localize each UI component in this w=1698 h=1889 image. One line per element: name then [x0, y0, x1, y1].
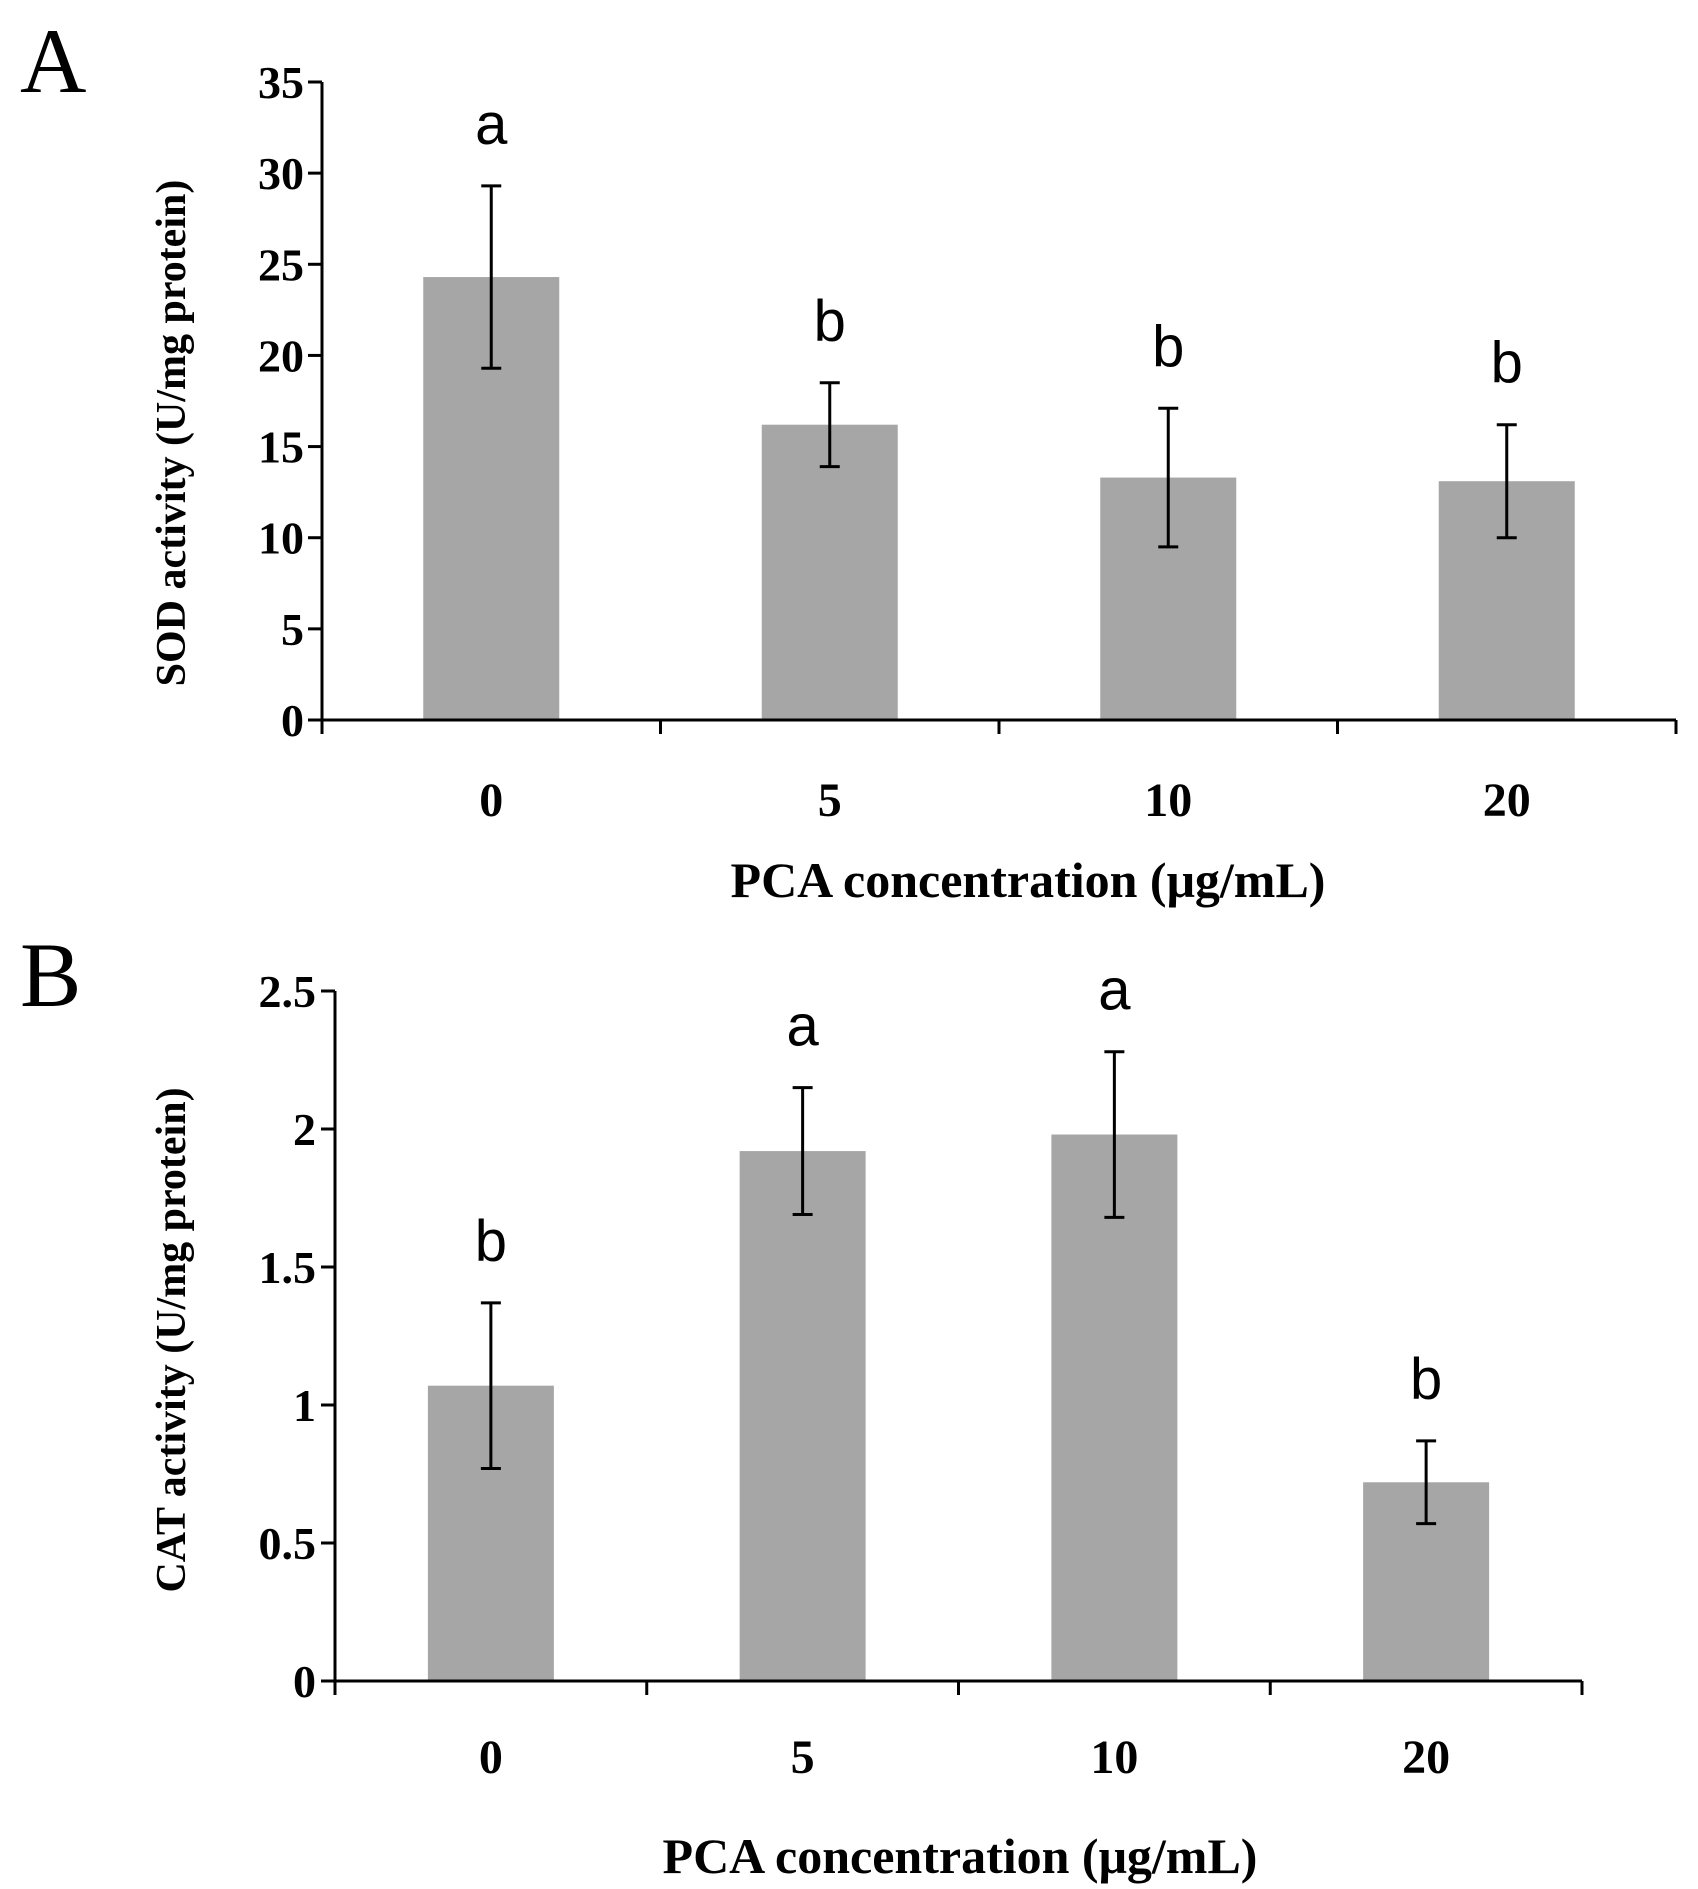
- bar-b-10: [1051, 1134, 1178, 1681]
- panel-label-b: B: [20, 924, 81, 1026]
- y-tick-label-a: 25: [258, 239, 304, 290]
- x-tick-labels-b: 0 5 10 20: [479, 1731, 1450, 1784]
- bar-a-5: [761, 424, 898, 720]
- y-tick-label-a: 15: [258, 422, 304, 473]
- x-tick-label-a: 5: [818, 774, 842, 827]
- error-bar-b-0: [480, 1301, 501, 1470]
- significance-label-b-0: b: [475, 1209, 507, 1274]
- y-tick-label-a: 30: [258, 148, 304, 199]
- y-tick-label-a: 0: [281, 695, 304, 746]
- error-bar-b-10: [1104, 1050, 1125, 1219]
- panel-label-a: A: [20, 10, 86, 112]
- y-tick-labels-a: 0 5 10 15 20 25 30 35: [258, 57, 304, 746]
- significance-label-a-0: a: [475, 92, 508, 157]
- y-tick-label-b: 2.5: [259, 966, 317, 1017]
- error-bar-a-5: [819, 381, 840, 469]
- y-axis-title-a: SOD activity (U/mg protein): [149, 180, 195, 687]
- chart-panel-a: A SOD activity (U/mg protein) PCA concen…: [20, 10, 1678, 908]
- significance-label-b-20: b: [1410, 1347, 1442, 1412]
- y-tick-label-b: 1.5: [259, 1242, 317, 1293]
- y-tick-label-a: 20: [258, 330, 304, 381]
- error-bar-a-0: [481, 184, 502, 370]
- x-tick-label-b: 10: [1090, 1731, 1138, 1784]
- y-tick-label-b: 0.5: [259, 1518, 317, 1569]
- y-tick-label-a: 35: [258, 57, 304, 108]
- y-tick-label-a: 10: [258, 513, 304, 564]
- x-axis-title-b: PCA concentration (μg/mL): [663, 1828, 1258, 1884]
- x-tick-label-b: 20: [1402, 1731, 1450, 1784]
- axes-a: [308, 80, 1678, 734]
- error-bar-a-20: [1496, 423, 1517, 540]
- bar-b-5: [739, 1151, 866, 1681]
- y-axis-title-b: CAT activity (U/mg protein): [149, 1087, 195, 1592]
- significance-label-a-5: b: [814, 289, 846, 354]
- y-tick-label-a: 5: [281, 604, 304, 655]
- significance-label-a-20: b: [1491, 331, 1523, 396]
- y-tick-label-b: 2: [293, 1104, 316, 1155]
- bars-b: b a a b: [427, 958, 1490, 1681]
- significance-label-b-10: a: [1098, 958, 1131, 1023]
- error-bar-a-10: [1158, 406, 1179, 549]
- error-bar-b-5: [792, 1086, 813, 1217]
- significance-label-a-10: b: [1152, 314, 1184, 379]
- x-tick-label-b: 5: [791, 1731, 815, 1784]
- x-tick-label-a: 20: [1483, 774, 1531, 827]
- x-tick-label-a: 0: [479, 774, 503, 827]
- bars-a: a b b b: [423, 92, 1575, 720]
- x-tick-labels-a: 0 5 10 20: [479, 774, 1531, 827]
- chart-panel-b: B CAT activity (U/mg protein) PCA concen…: [20, 924, 1584, 1884]
- y-tick-label-b: 1: [293, 1380, 316, 1431]
- error-bar-b-20: [1416, 1439, 1437, 1526]
- y-tick-label-b: 0: [293, 1656, 316, 1707]
- axes-b: [321, 989, 1584, 1695]
- significance-label-b-5: a: [786, 994, 819, 1059]
- y-tick-labels-b: 0 0.5 1 1.5 2 2.5: [259, 966, 317, 1707]
- x-axis-title-a: PCA concentration (μg/mL): [731, 852, 1326, 908]
- x-tick-label-b: 0: [479, 1731, 503, 1784]
- x-tick-label-a: 10: [1144, 774, 1192, 827]
